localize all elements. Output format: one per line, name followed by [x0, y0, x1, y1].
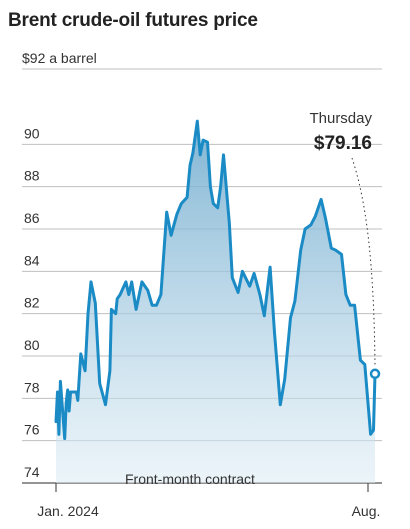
contract-note: Front-month contract [125, 471, 255, 487]
y-unit-label: $92 a barrel [22, 50, 97, 66]
y-tick-label: 88 [24, 168, 40, 184]
x-tick-label: Jan. 2024 [37, 503, 99, 519]
y-axis-ticks: 90 88 86 84 82 80 78 76 74 [24, 125, 40, 480]
y-tick-label: 74 [24, 464, 40, 480]
price-area [56, 121, 375, 483]
chart-title: Brent crude-oil futures price [8, 10, 258, 31]
y-tick-label: 82 [24, 295, 40, 311]
y-tick-label: 76 [24, 422, 40, 438]
x-tick-label: Aug. [352, 503, 381, 519]
callout-value: $79.16 [314, 133, 372, 154]
price-line [54, 119, 377, 441]
y-tick-label: 86 [24, 210, 40, 226]
y-tick-label: 80 [24, 337, 40, 353]
latest-price-marker [369, 368, 381, 380]
y-tick-label: 84 [24, 252, 40, 268]
callout-day: Thursday [309, 110, 372, 127]
y-tick-label: 78 [24, 379, 40, 395]
x-axis-ticks: Jan. 2024 Aug. [37, 483, 380, 519]
callout-leader-line [351, 157, 376, 367]
y-tick-label: 90 [24, 125, 40, 141]
